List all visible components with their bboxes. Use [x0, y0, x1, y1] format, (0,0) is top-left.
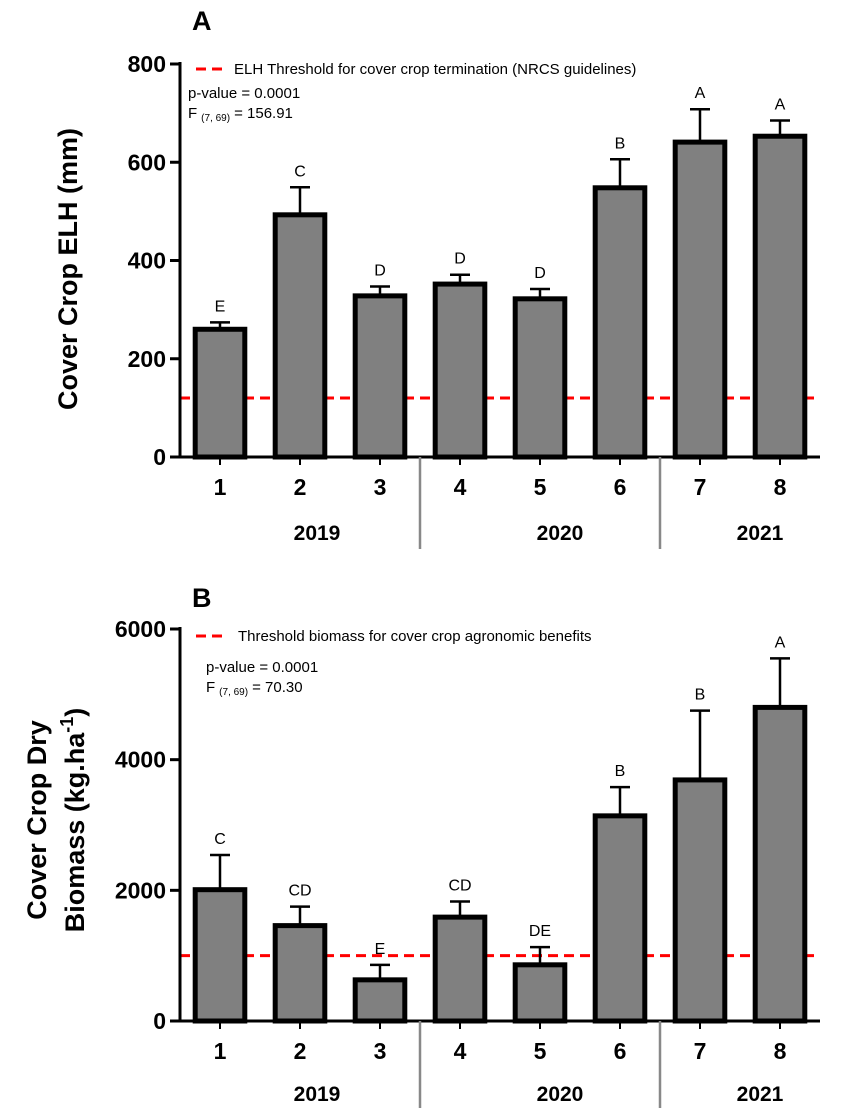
panel-a-bar-7: [672, 139, 728, 460]
panel-a-x-tick-label-8: 8: [774, 474, 787, 500]
panel-b-plot-area: C 1 CD 2 E 3 CD 4 DE 5 B 6 B 7 A 8 0 2000 4000 6000: [115, 616, 820, 1108]
panel-b-significance-letter-3: E: [375, 941, 386, 958]
panel-a-pvalue: p-value = 0.0001: [188, 85, 300, 102]
panel-b-letter: B: [192, 583, 212, 613]
panel-b-f-subscript: (7, 69): [219, 687, 248, 698]
panel-b-y-axis-label-main: Biomass (kg.ha: [60, 732, 90, 933]
panel-b-x-tick-label-3: 3: [374, 1038, 387, 1064]
panel-a-x-tick-label-6: 6: [614, 474, 627, 500]
panel-b-significance-letter-5: DE: [529, 923, 551, 940]
panel-a-significance-letter-4: D: [454, 251, 466, 268]
panel-a-f-statistic: F (7, 69) = 156.91: [188, 105, 293, 124]
panel-b-year-2020: 2020: [537, 1083, 584, 1106]
panel-a-x-tick-label-7: 7: [694, 474, 707, 500]
panel-a-significance-letter-5: D: [534, 265, 546, 282]
panel-a-f-subscript: (7, 69): [201, 113, 230, 124]
panel-b-f-value: = 70.30: [252, 679, 302, 696]
panel-a-bar-2: [272, 212, 328, 460]
panel-a-x-tick-label-2: 2: [294, 474, 307, 500]
panel-a-bar-1: [192, 326, 248, 460]
panel-b-significance-letter-4: CD: [448, 877, 471, 894]
panel-a-significance-letter-1: E: [215, 298, 226, 315]
panel-a-bar-3: [352, 293, 408, 460]
panel-a-letter: A: [192, 6, 212, 36]
panel-a-y-tick-label-0: 0: [153, 444, 166, 470]
panel-b-x-tick-label-8: 8: [774, 1038, 787, 1064]
panel-a-y-tick-label-2: 400: [128, 248, 166, 274]
panel-a-significance-letter-7: A: [695, 85, 706, 102]
panel-a-y-axis-label: Cover Crop ELH (mm): [53, 128, 83, 410]
panel-b-y-axis-label-line1: Cover Crop Dry: [22, 720, 52, 920]
panel-b-legend-threshold-label: Threshold biomass for cover crop agronom…: [238, 628, 592, 645]
panel-b-significance-letter-7: B: [695, 687, 706, 704]
panel-b-x-tick-label-2: 2: [294, 1038, 307, 1064]
panel-a-y-tick-label-1: 200: [128, 346, 166, 372]
panel-a-x-tick-label-3: 3: [374, 474, 387, 500]
panel-b-x-tick-label-4: 4: [454, 1038, 467, 1064]
panel-a-bar-5: [512, 296, 568, 460]
panel-b-bar-5: [512, 962, 568, 1024]
panel-b-y-axis-label-close: ): [60, 708, 90, 717]
panel-a-bar-4: [432, 281, 488, 460]
panel-a-x-tick-label-4: 4: [454, 474, 467, 500]
panel-b-legend: Threshold biomass for cover crop agronom…: [196, 628, 592, 645]
panel-a-f-prefix: F: [188, 105, 197, 122]
panel-a-year-2020: 2020: [537, 522, 584, 545]
panel-a-significance-letter-8: A: [775, 96, 786, 113]
panel-a-legend-threshold-label: ELH Threshold for cover crop termination…: [234, 61, 636, 78]
panel-b-y-axis-label-superscript: -1: [57, 717, 77, 733]
panel-a: A Cover Crop ELH (mm) ELH Threshold for …: [53, 6, 820, 549]
panel-b-significance-letter-8: A: [775, 634, 786, 651]
panel-a-significance-letter-2: C: [294, 163, 306, 180]
panel-a-x-tick-label-1: 1: [214, 474, 227, 500]
panel-a-y-tick-label-3: 600: [128, 149, 166, 175]
panel-b-x-tick-label-7: 7: [694, 1038, 707, 1064]
panel-a-year-2021: 2021: [737, 522, 784, 545]
panel-a-y-tick-label-4: 800: [128, 51, 166, 77]
panel-b-bar-1: [192, 887, 248, 1024]
panel-b-pvalue: p-value = 0.0001: [206, 659, 318, 676]
panel-a-significance-letter-3: D: [374, 263, 386, 280]
panel-b: B Cover Crop Dry Biomass (kg.ha-1) Thres…: [22, 583, 820, 1108]
panel-b-f-prefix: F: [206, 679, 215, 696]
panel-b-y-tick-label-2: 4000: [115, 747, 166, 773]
panel-b-y-axis-label-line2: Biomass (kg.ha-1): [57, 708, 90, 933]
panel-b-bar-7: [672, 777, 728, 1024]
panel-b-x-tick-label-5: 5: [534, 1038, 547, 1064]
panel-b-significance-letter-1: C: [214, 831, 226, 848]
panel-b-f-statistic: F (7, 69) = 70.30: [206, 679, 303, 698]
panel-b-significance-letter-2: CD: [288, 883, 311, 900]
panel-a-plot-area: E 1 C 2 D 3 D 4 D 5 B 6 A 7 A 8 0 200 400 600 800: [128, 51, 820, 549]
panel-b-bar-2: [272, 923, 328, 1024]
panel-a-legend: ELH Threshold for cover crop termination…: [196, 61, 636, 78]
panel-b-year-2019: 2019: [294, 1083, 341, 1106]
panel-a-f-value: = 156.91: [234, 105, 293, 122]
panel-b-bar-4: [432, 914, 488, 1024]
panel-b-bar-3: [352, 977, 408, 1024]
panel-a-year-2019: 2019: [294, 522, 341, 545]
panel-b-bar-6: [592, 813, 648, 1024]
panel-a-x-tick-label-5: 5: [534, 474, 547, 500]
panel-a-year-labels: 2019 2020 2021: [294, 522, 784, 545]
panel-b-year-labels: 2019 2020 2021: [294, 1083, 784, 1106]
panel-a-bar-8: [752, 133, 808, 460]
panel-b-y-tick-label-3: 6000: [115, 616, 166, 642]
panel-a-significance-letter-6: B: [615, 135, 626, 152]
panel-a-bar-6: [592, 185, 648, 460]
panel-b-y-axis-label: Cover Crop Dry Biomass (kg.ha-1): [22, 708, 90, 933]
panel-b-year-2021: 2021: [737, 1083, 784, 1106]
panel-b-y-tick-label-0: 0: [153, 1008, 166, 1034]
panel-b-y-tick-label-1: 2000: [115, 877, 166, 903]
panel-b-x-tick-label-1: 1: [214, 1038, 227, 1064]
panel-b-significance-letter-6: B: [615, 763, 626, 780]
panel-b-bar-8: [752, 704, 808, 1024]
panel-b-x-tick-label-6: 6: [614, 1038, 627, 1064]
